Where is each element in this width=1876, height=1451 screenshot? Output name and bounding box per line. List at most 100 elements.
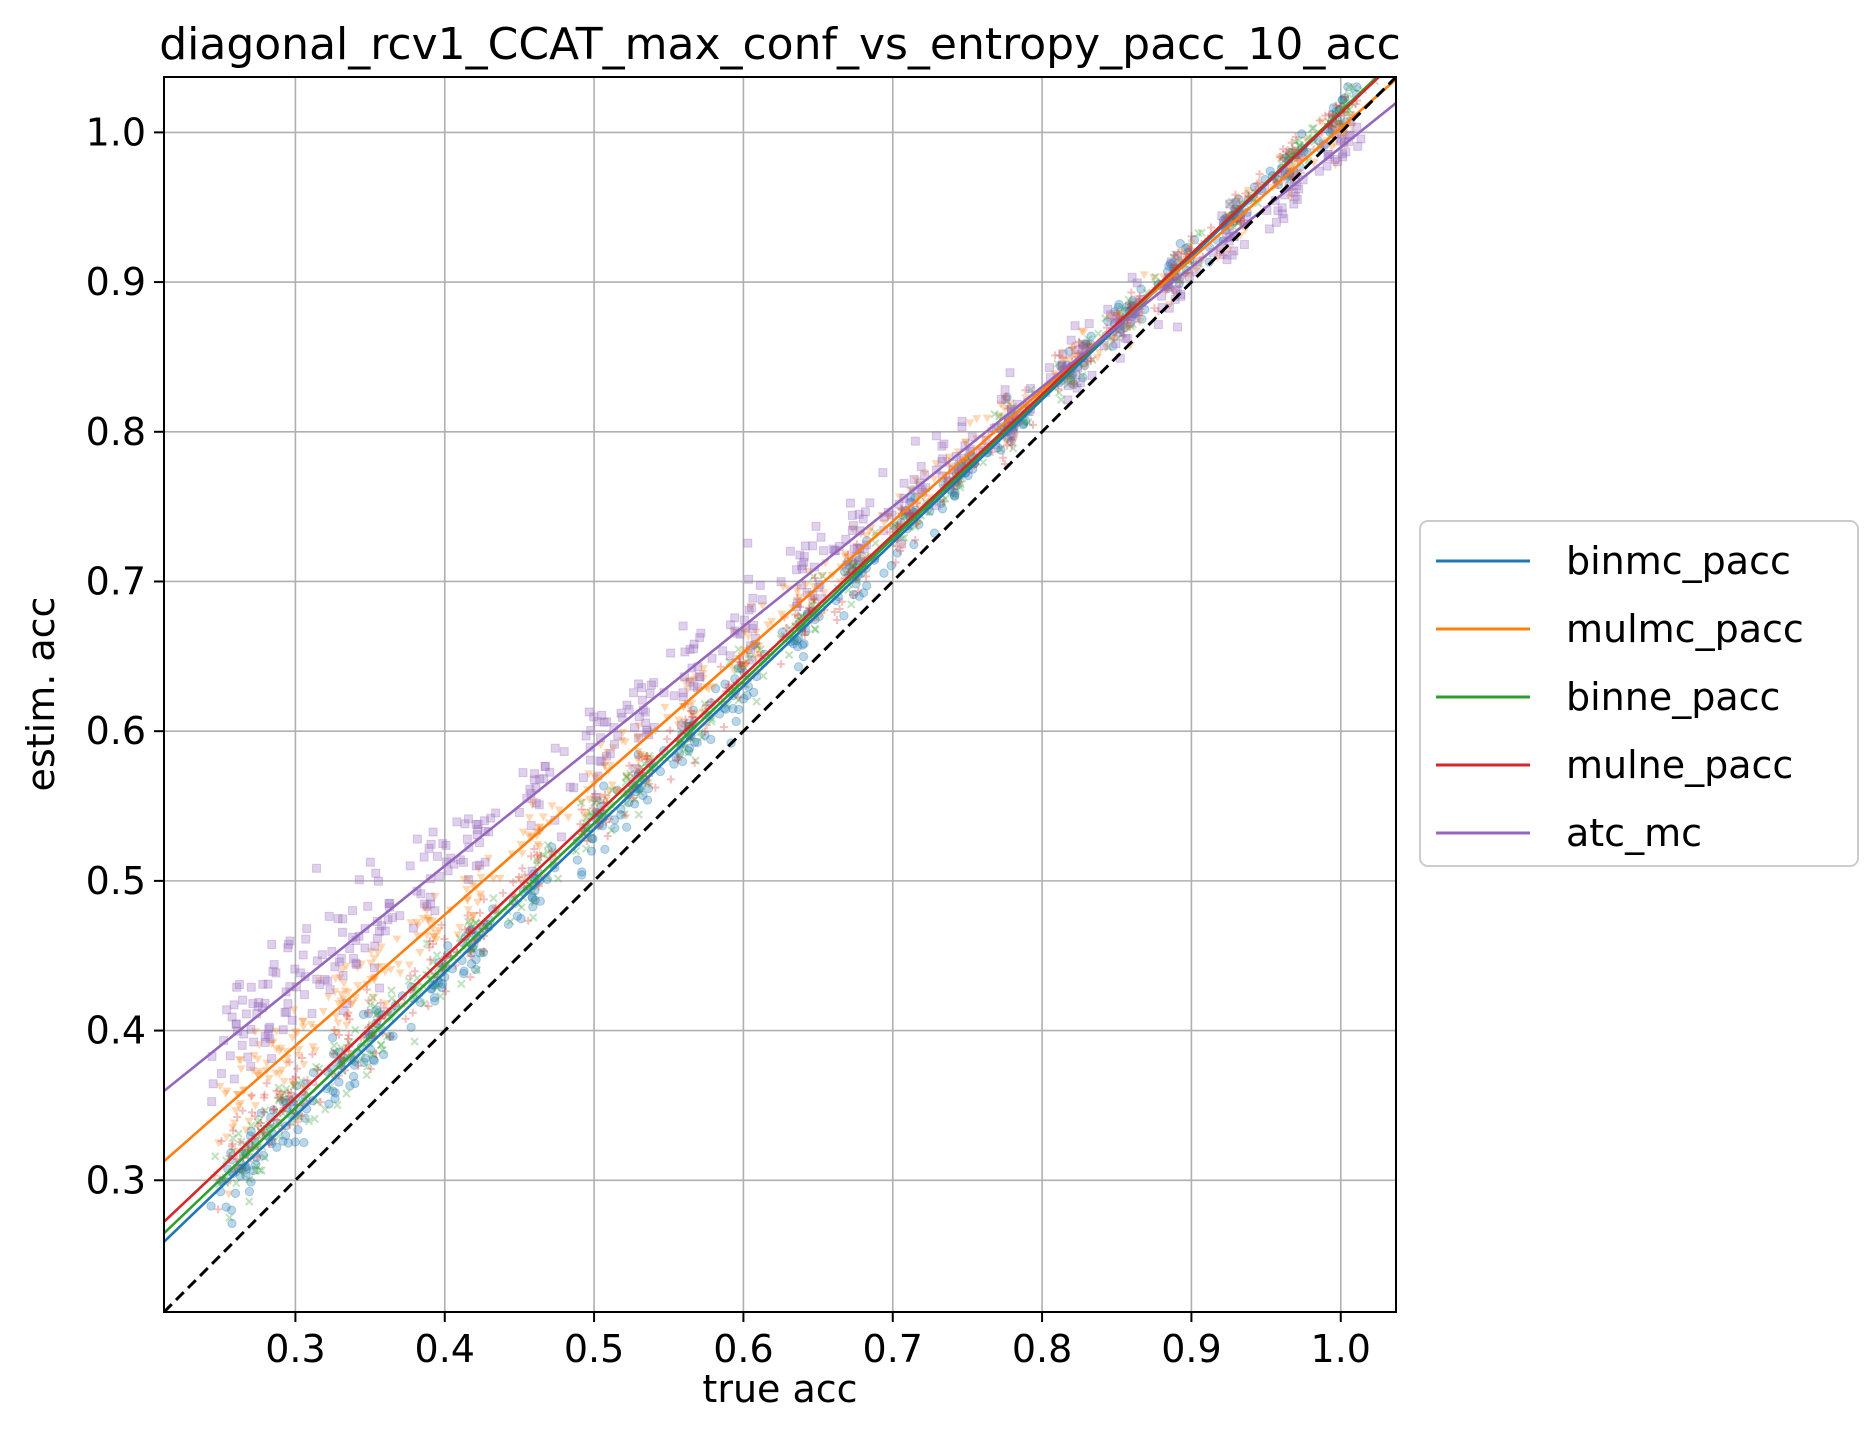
data-point bbox=[848, 558, 858, 568]
data-point bbox=[871, 538, 880, 548]
data-point bbox=[755, 580, 765, 590]
data-point bbox=[1327, 143, 1337, 152]
data-point bbox=[721, 704, 731, 714]
data-point bbox=[896, 546, 905, 555]
data-point bbox=[1271, 217, 1281, 227]
data-point bbox=[879, 519, 889, 528]
data-point bbox=[415, 948, 425, 957]
data-point bbox=[634, 722, 644, 731]
data-point bbox=[700, 730, 710, 740]
data-point bbox=[718, 646, 728, 656]
data-point bbox=[251, 1112, 260, 1121]
data-point bbox=[243, 1052, 253, 1062]
data-point bbox=[605, 815, 614, 824]
data-point bbox=[464, 917, 473, 926]
data-point bbox=[851, 556, 860, 565]
data-point bbox=[463, 814, 473, 824]
data-point bbox=[685, 644, 695, 654]
data-point bbox=[603, 832, 612, 841]
data-point bbox=[466, 973, 475, 982]
data-point bbox=[1294, 157, 1304, 166]
data-point bbox=[1332, 101, 1341, 110]
data-point bbox=[639, 752, 649, 761]
data-point bbox=[406, 1022, 416, 1033]
data-point bbox=[1338, 149, 1348, 159]
data-point bbox=[1286, 163, 1296, 172]
data-point bbox=[1331, 121, 1341, 130]
data-point bbox=[694, 672, 704, 682]
data-point bbox=[684, 748, 693, 758]
data-point bbox=[274, 1083, 284, 1092]
data-point bbox=[1328, 103, 1339, 113]
data-point bbox=[847, 560, 857, 569]
data-point bbox=[1285, 152, 1295, 161]
data-point bbox=[547, 842, 557, 852]
data-point bbox=[585, 755, 595, 765]
data-point bbox=[356, 960, 366, 969]
data-point bbox=[1123, 319, 1132, 328]
data-point bbox=[229, 1000, 239, 1010]
data-point bbox=[911, 535, 920, 544]
data-point bbox=[370, 941, 380, 951]
data-point bbox=[539, 774, 549, 784]
data-point bbox=[206, 1201, 216, 1211]
data-point bbox=[324, 911, 334, 921]
data-point bbox=[736, 662, 746, 671]
data-point bbox=[1005, 368, 1015, 378]
data-point bbox=[937, 504, 948, 514]
data-point bbox=[1153, 320, 1163, 330]
data-point bbox=[514, 807, 524, 817]
data-point bbox=[749, 620, 759, 630]
data-point bbox=[263, 979, 273, 989]
data-point bbox=[358, 1009, 369, 1020]
data-point bbox=[371, 868, 381, 878]
data-point bbox=[222, 1087, 232, 1096]
data-point bbox=[1227, 197, 1237, 206]
data-point bbox=[600, 844, 610, 855]
data-point bbox=[1004, 404, 1014, 413]
data-point bbox=[679, 718, 689, 728]
data-point bbox=[265, 1034, 275, 1044]
data-point bbox=[633, 733, 643, 742]
data-point bbox=[330, 988, 340, 997]
data-point bbox=[734, 696, 743, 705]
data-point bbox=[1286, 145, 1295, 155]
data-point bbox=[1340, 92, 1349, 101]
data-point bbox=[354, 875, 364, 885]
data-point bbox=[452, 817, 462, 827]
data-point bbox=[1231, 198, 1241, 208]
data-point bbox=[682, 686, 692, 695]
data-point bbox=[586, 726, 596, 736]
data-point bbox=[517, 903, 526, 912]
data-point bbox=[226, 1205, 237, 1215]
data-point bbox=[1231, 198, 1240, 208]
data-point bbox=[466, 959, 477, 969]
data-point bbox=[730, 613, 740, 623]
data-point bbox=[1135, 292, 1144, 301]
plot-frame bbox=[163, 76, 1397, 1313]
data-point bbox=[335, 1030, 344, 1039]
data-point bbox=[387, 986, 396, 995]
data-point bbox=[473, 825, 483, 835]
data-point bbox=[380, 926, 390, 936]
data-point bbox=[1112, 315, 1121, 324]
data-point bbox=[689, 681, 699, 691]
data-point bbox=[914, 519, 924, 530]
data-point bbox=[931, 460, 941, 469]
data-point bbox=[673, 721, 683, 730]
data-point bbox=[1069, 379, 1078, 388]
fit-lines bbox=[164, 77, 1396, 1243]
data-point bbox=[428, 917, 438, 926]
data-point bbox=[1072, 383, 1082, 393]
data-point bbox=[514, 899, 523, 909]
data-point bbox=[1006, 436, 1016, 446]
data-point bbox=[335, 974, 345, 983]
data-point bbox=[315, 1064, 324, 1073]
y-tick-label: 0.8 bbox=[86, 410, 146, 454]
data-point bbox=[419, 852, 429, 862]
data-point bbox=[572, 855, 583, 865]
data-point bbox=[274, 1096, 284, 1105]
data-point bbox=[641, 718, 651, 728]
data-point bbox=[514, 873, 523, 882]
data-point bbox=[250, 1102, 260, 1111]
